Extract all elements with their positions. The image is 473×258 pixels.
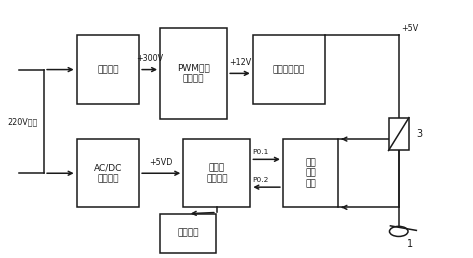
Bar bbox=[388, 118, 409, 150]
Text: +12V: +12V bbox=[229, 58, 251, 67]
Text: P0.1: P0.1 bbox=[253, 149, 269, 155]
Text: 光电
耦合
电路: 光电 耦合 电路 bbox=[305, 158, 316, 188]
Bar bbox=[183, 139, 250, 207]
Text: 3: 3 bbox=[416, 129, 422, 139]
Text: 报警单元: 报警单元 bbox=[177, 229, 199, 238]
Bar bbox=[160, 214, 216, 253]
Bar bbox=[253, 35, 324, 104]
Text: +5V: +5V bbox=[401, 24, 418, 33]
Bar bbox=[77, 35, 139, 104]
Text: 稳压输出模块: 稳压输出模块 bbox=[272, 65, 305, 74]
Bar bbox=[77, 139, 139, 207]
Text: 单片机
监控单元: 单片机 监控单元 bbox=[206, 164, 228, 183]
Text: PWM脉冲
降压模块: PWM脉冲 降压模块 bbox=[177, 64, 210, 83]
Text: 1: 1 bbox=[407, 239, 413, 249]
Text: P0.2: P0.2 bbox=[253, 177, 269, 183]
Bar bbox=[160, 28, 227, 119]
Text: 整流模块: 整流模块 bbox=[97, 65, 119, 74]
Bar bbox=[283, 139, 339, 207]
Text: AC/DC
电源模块: AC/DC 电源模块 bbox=[94, 164, 122, 183]
Text: +300V: +300V bbox=[136, 54, 163, 63]
Text: 220V交流: 220V交流 bbox=[7, 117, 37, 126]
Text: +5VD: +5VD bbox=[149, 158, 173, 167]
